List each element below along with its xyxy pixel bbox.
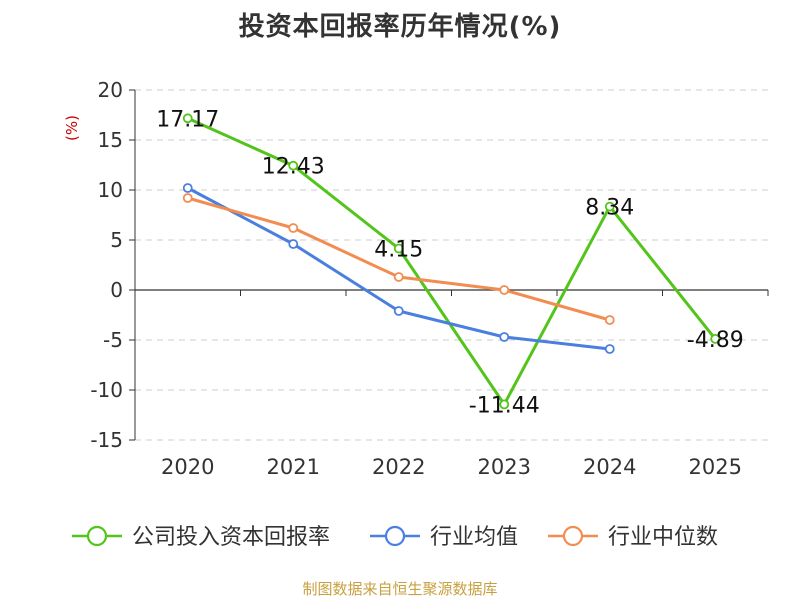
chart-title: 投资本回报率历年情况(%) [238, 12, 562, 42]
legend: 公司投入资本回报率 行业均值 行业中位数 [72, 525, 718, 550]
axis-layer: 20 15 10 5 0 -5 -10 -15 (%) 2020 2021 2022 2023 2024 2… [63, 78, 769, 479]
data-point [604, 315, 615, 325]
data-point [393, 306, 404, 316]
data-label: 12.43 [262, 155, 325, 180]
data-point [182, 193, 193, 203]
data-point [182, 183, 193, 193]
data-label: 17.17 [156, 107, 219, 132]
legend-label: 公司投入资本回报率 [132, 525, 330, 550]
y-tick-label: 5 [110, 228, 123, 252]
x-tick-label: 2020 [161, 455, 214, 479]
grid-layer [135, 89, 768, 441]
data-label: -11.44 [469, 393, 540, 418]
data-point [393, 243, 404, 254]
data-point [288, 223, 299, 233]
data-point [288, 160, 299, 171]
label-layer: 17.17 12.43 4.15 -11.44 8.34 -4.89 [156, 107, 743, 418]
y-tick-label: -15 [90, 428, 123, 452]
series-layer [182, 113, 721, 410]
x-tick-label: 2025 [689, 455, 742, 479]
data-point [182, 113, 193, 124]
data-label: 4.15 [374, 238, 423, 263]
legend-marker [562, 525, 584, 547]
data-point [393, 272, 404, 282]
legend-label: 行业中位数 [608, 525, 718, 550]
data-point [499, 332, 510, 342]
y-tick-label: -5 [103, 328, 123, 352]
data-label: 8.34 [585, 196, 634, 221]
data-point [499, 285, 510, 295]
y-tick-label: 20 [98, 78, 123, 102]
y-tick-label: 15 [98, 128, 123, 152]
y-tick-label: -10 [90, 378, 123, 402]
x-tick-label: 2024 [583, 455, 636, 479]
data-point [499, 399, 510, 410]
x-tick-label: 2022 [372, 455, 425, 479]
y-axis-label: (%) [63, 115, 81, 141]
data-point [710, 333, 721, 344]
x-tick-label: 2023 [478, 455, 531, 479]
source-note: 制图数据来自恒生聚源数据库 [302, 580, 498, 598]
legend-marker [384, 525, 406, 547]
data-point [604, 201, 615, 212]
legend-label: 行业均值 [430, 525, 518, 550]
y-tick-label: 10 [98, 178, 123, 202]
data-point [288, 239, 299, 249]
legend-marker [86, 525, 108, 547]
data-point [604, 344, 615, 354]
data-label: -4.89 [687, 328, 744, 353]
x-tick-label: 2021 [267, 455, 320, 479]
series-line-0 [187, 116, 717, 406]
y-tick-label: 0 [110, 278, 123, 302]
